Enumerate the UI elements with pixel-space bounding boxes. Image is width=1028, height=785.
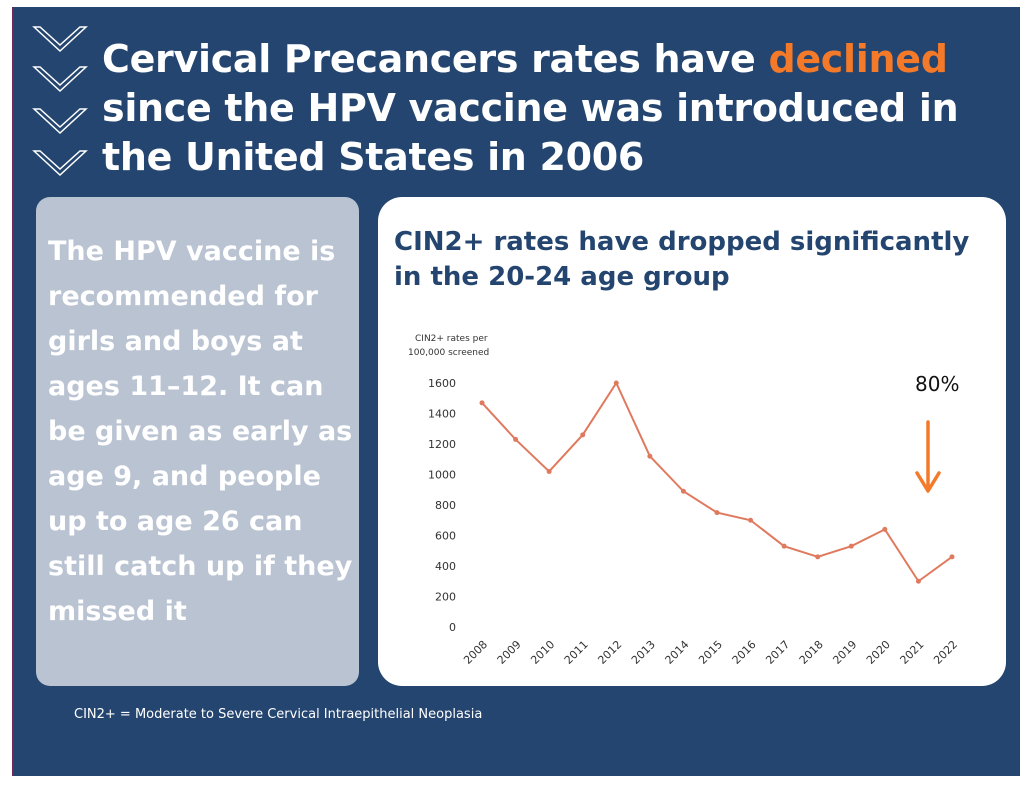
footnote: CIN2+ = Moderate to Severe Cervical Intr… (74, 707, 483, 722)
data-point (546, 468, 552, 474)
x-tick-label: 2015 (696, 638, 725, 667)
x-tick-label: 2020 (864, 638, 893, 667)
title-highlight: declined (768, 37, 948, 81)
title-text: Cervical Precancers rates have (102, 37, 769, 81)
data-point (714, 510, 720, 516)
series-line (481, 380, 953, 583)
y-tick-label: 800 (435, 499, 456, 512)
y-tick-label: 600 (435, 530, 456, 543)
y-axis-label-2: 100,000 screened (408, 348, 489, 358)
data-point (882, 526, 888, 532)
chart-title: CIN2+ rates have dropped significantly i… (394, 227, 970, 292)
data-point (647, 453, 653, 459)
annotation-label: 80% (915, 372, 959, 396)
data-point (580, 432, 586, 438)
data-point (915, 578, 921, 584)
info-text: The HPV vaccine is recommended for girls… (48, 236, 353, 627)
x-tick-label: 2014 (663, 638, 692, 667)
data-point (848, 543, 854, 549)
y-tick-label: 200 (435, 591, 456, 604)
page-title: Cervical Precancers rates have declined … (102, 35, 1028, 182)
x-tick-label: 2009 (495, 638, 524, 667)
data-point (815, 554, 821, 560)
y-tick-label: 1400 (428, 408, 456, 421)
x-tick-label: 2008 (461, 638, 490, 667)
x-tick-label: 2013 (629, 638, 658, 667)
x-tick-label: 2017 (763, 638, 792, 667)
y-tick-label: 1200 (428, 438, 456, 451)
y-tick-label: 1000 (428, 469, 456, 482)
y-tick-label: 400 (435, 560, 456, 573)
infographic-panel: Cervical Precancers rates have declined … (12, 7, 1020, 776)
x-tick-label: 2012 (595, 638, 624, 667)
info-card: The HPV vaccine is recommended for girls… (36, 197, 359, 686)
y-tick-label: 1600 (428, 377, 456, 390)
data-point (680, 488, 686, 494)
data-point (781, 543, 787, 549)
y-axis-label-1: CIN2+ rates per (415, 334, 488, 344)
y-tick-label: 0 (449, 621, 456, 634)
x-tick-label: 2019 (830, 638, 859, 667)
chart-card: CIN2+ rates have dropped significantly i… (378, 197, 1006, 686)
data-point (479, 400, 485, 406)
chevrons-down-icon (32, 26, 88, 177)
x-tick-label: 2010 (528, 638, 557, 667)
title-text-end: since the HPV vaccine was introduced in … (102, 86, 959, 179)
x-tick-label: 2016 (730, 638, 759, 667)
x-tick-label: 2018 (797, 638, 826, 667)
x-tick-label: 2022 (931, 638, 960, 667)
arrow-down-icon (915, 471, 941, 493)
data-point (613, 380, 619, 386)
data-point (748, 517, 754, 523)
data-point (513, 436, 519, 442)
data-point (949, 554, 955, 560)
x-tick-label: 2021 (898, 638, 927, 667)
x-tick-label: 2011 (562, 638, 591, 667)
line-chart: CIN2+ rates per 100,000 screened 80% 0 20… (408, 334, 960, 667)
